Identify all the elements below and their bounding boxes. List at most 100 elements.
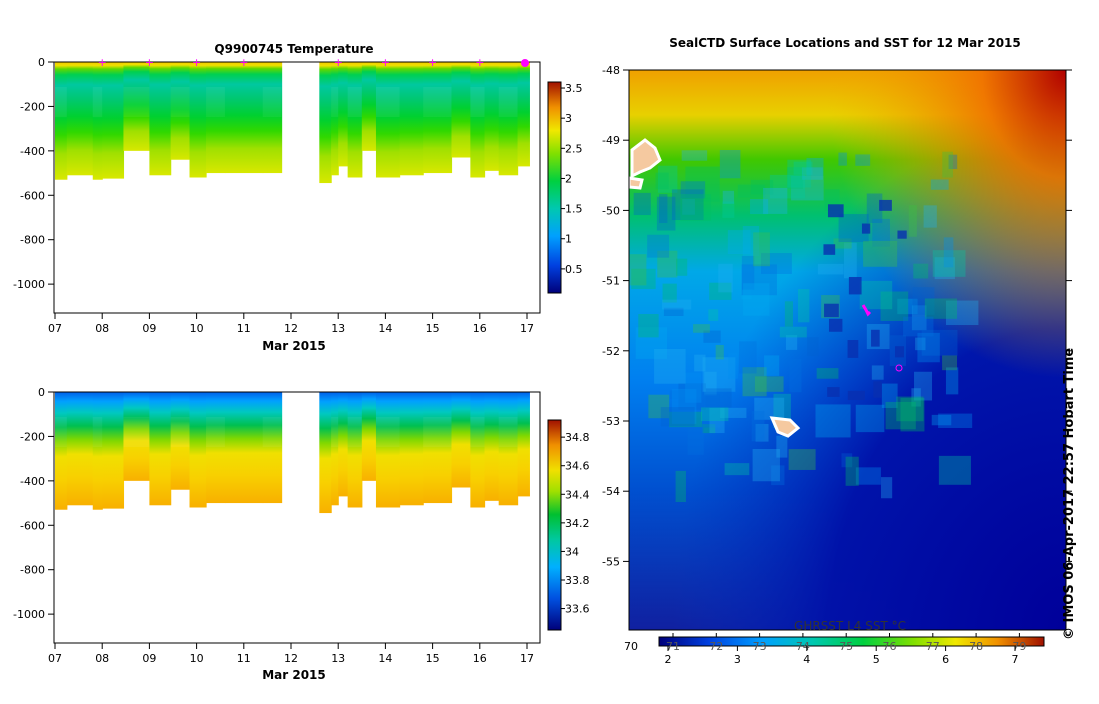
sst-pixel-block — [807, 337, 819, 357]
temperature-section: Q9900745 Temperature + + + + + + + + 0 -200 -400 -… — [13, 42, 582, 353]
sst-pixel-block — [669, 411, 703, 428]
sst-colorbar-top-label: 79 — [1012, 640, 1026, 653]
sst-pixel-block — [776, 435, 788, 458]
colorbar-tick-label: 34.8 — [565, 431, 590, 444]
sst-pixel-block — [945, 367, 959, 395]
section-profile-column — [149, 62, 172, 176]
section-profile-column — [262, 392, 283, 504]
sst-pixel-block — [633, 192, 651, 216]
section-profile-column — [517, 392, 530, 497]
section-band — [170, 87, 190, 117]
salinity-section: 0 -200 -400 -600 -800 -1000 07 08 09 10 11 12 13 14 1… — [13, 386, 589, 682]
salinity-colorbar-ticks: 34.8 34.6 34.4 34.2 34 33.8 33.6 — [561, 431, 590, 616]
sst-colorbar-top-label: 72 — [709, 640, 723, 653]
lat-tick-label: -52 — [602, 345, 620, 358]
sst-pixel-block — [785, 335, 798, 350]
section-band — [498, 417, 518, 447]
section-profile-column — [331, 392, 339, 506]
sst-pixel-block — [880, 477, 893, 499]
temperature-colorbar-ticks: 3.5 3 2.5 2 1.5 1 0.5 — [561, 82, 583, 276]
sst-pixel-block — [728, 353, 738, 379]
temperature-y-axis: 0 -200 -400 -600 -800 -1000 — [13, 56, 54, 291]
colorbar-tick-label: 34 — [565, 545, 579, 558]
sst-pixel-block — [913, 263, 929, 279]
section-profile-column — [498, 62, 519, 176]
sst-pixel-block — [715, 345, 724, 360]
sst-pixel-block — [863, 240, 898, 267]
profile-marker: + — [475, 56, 484, 69]
sst-pixel-block — [722, 201, 735, 218]
section-profile-column — [498, 392, 519, 506]
sst-pixel-block — [720, 407, 747, 418]
y-tick-label: 0 — [38, 56, 45, 69]
x-tick-label: 17 — [520, 322, 534, 335]
sst-pixel-block — [724, 463, 750, 476]
sst-pixel-block — [687, 427, 704, 455]
island-northwest — [630, 138, 662, 179]
sst-pixel-block — [671, 189, 704, 221]
sst-field — [629, 70, 1066, 630]
sst-pixel-block — [702, 424, 716, 434]
sst-pixel-block — [709, 407, 725, 434]
sst-pixel-block — [750, 179, 774, 195]
sst-pixel-block — [764, 355, 780, 376]
sst-pixel-block — [908, 205, 917, 237]
sst-pixel-block — [685, 166, 720, 202]
x-tick-label: 10 — [190, 322, 204, 335]
temperature-x-axis-label: Mar 2015 — [262, 339, 326, 353]
colorbar-tick-label: 33.8 — [565, 574, 590, 587]
section-profile-column — [375, 392, 401, 508]
section-profile-column — [375, 62, 401, 178]
sst-pixel-block — [885, 401, 916, 430]
sst-pixel-block — [656, 196, 676, 231]
sst-pixel-block — [629, 254, 647, 286]
section-profile-column — [484, 62, 500, 171]
sst-cold-patch — [848, 276, 862, 295]
sst-pixel-block — [912, 287, 935, 315]
x-tick-label: 08 — [95, 322, 109, 335]
sst-pixel-block — [769, 174, 806, 199]
sst-pixel-block — [709, 282, 732, 300]
sst-pixel-block — [788, 449, 816, 470]
sst-colorbar-bottom-label: 2 — [665, 653, 672, 666]
sst-pixel-block — [708, 309, 719, 321]
sst-pixel-block — [924, 298, 958, 319]
sst-pixel-block — [948, 154, 958, 170]
profile-marker: + — [98, 56, 107, 69]
section-profile-column — [102, 62, 125, 179]
sst-pixel-block — [897, 298, 918, 315]
sst-pixel-block — [741, 264, 777, 296]
section-band — [423, 417, 452, 447]
sst-pixel-block — [754, 376, 784, 392]
sst-pixel-block — [801, 167, 823, 180]
sst-pixel-block — [789, 358, 802, 393]
sst-cold-patch — [895, 346, 904, 358]
sst-pixel-block — [742, 367, 767, 397]
section-profile-column — [170, 62, 191, 160]
sst-cold-patch — [847, 340, 859, 358]
section-profile-column — [361, 392, 377, 481]
x-tick-label: 08 — [95, 652, 109, 665]
sst-pixel-block — [896, 396, 924, 422]
section-profile-column — [347, 62, 363, 178]
section-profile-column — [451, 62, 471, 158]
sst-colorbar-top-label: 76 — [883, 640, 897, 653]
sst-colorbar-top-label: 71 — [666, 640, 680, 653]
section-profile-column — [331, 62, 339, 176]
sst-pixel-block — [911, 388, 921, 407]
sst-pixel-block — [779, 326, 807, 338]
sst-pixel-block — [763, 187, 788, 214]
section-profile-column — [189, 392, 207, 508]
sst-pixel-block — [702, 357, 736, 392]
sst-pixel-block — [662, 283, 677, 303]
colorbar-tick-label: 34.6 — [565, 460, 590, 473]
sst-pixel-block — [841, 453, 853, 468]
sst-colorbar-ticks: 70 71 72 73 74 75 76 77 78 79 2 3 4 5 6 7 — [624, 633, 1026, 666]
profile-marker: + — [428, 56, 437, 69]
sst-pixel-block — [648, 394, 670, 419]
profile-marker: + — [239, 56, 248, 69]
sst-pixel-block — [752, 448, 780, 482]
sst-pixel-block — [705, 388, 732, 408]
section-band — [375, 417, 400, 447]
sst-pixel-block — [843, 242, 857, 279]
